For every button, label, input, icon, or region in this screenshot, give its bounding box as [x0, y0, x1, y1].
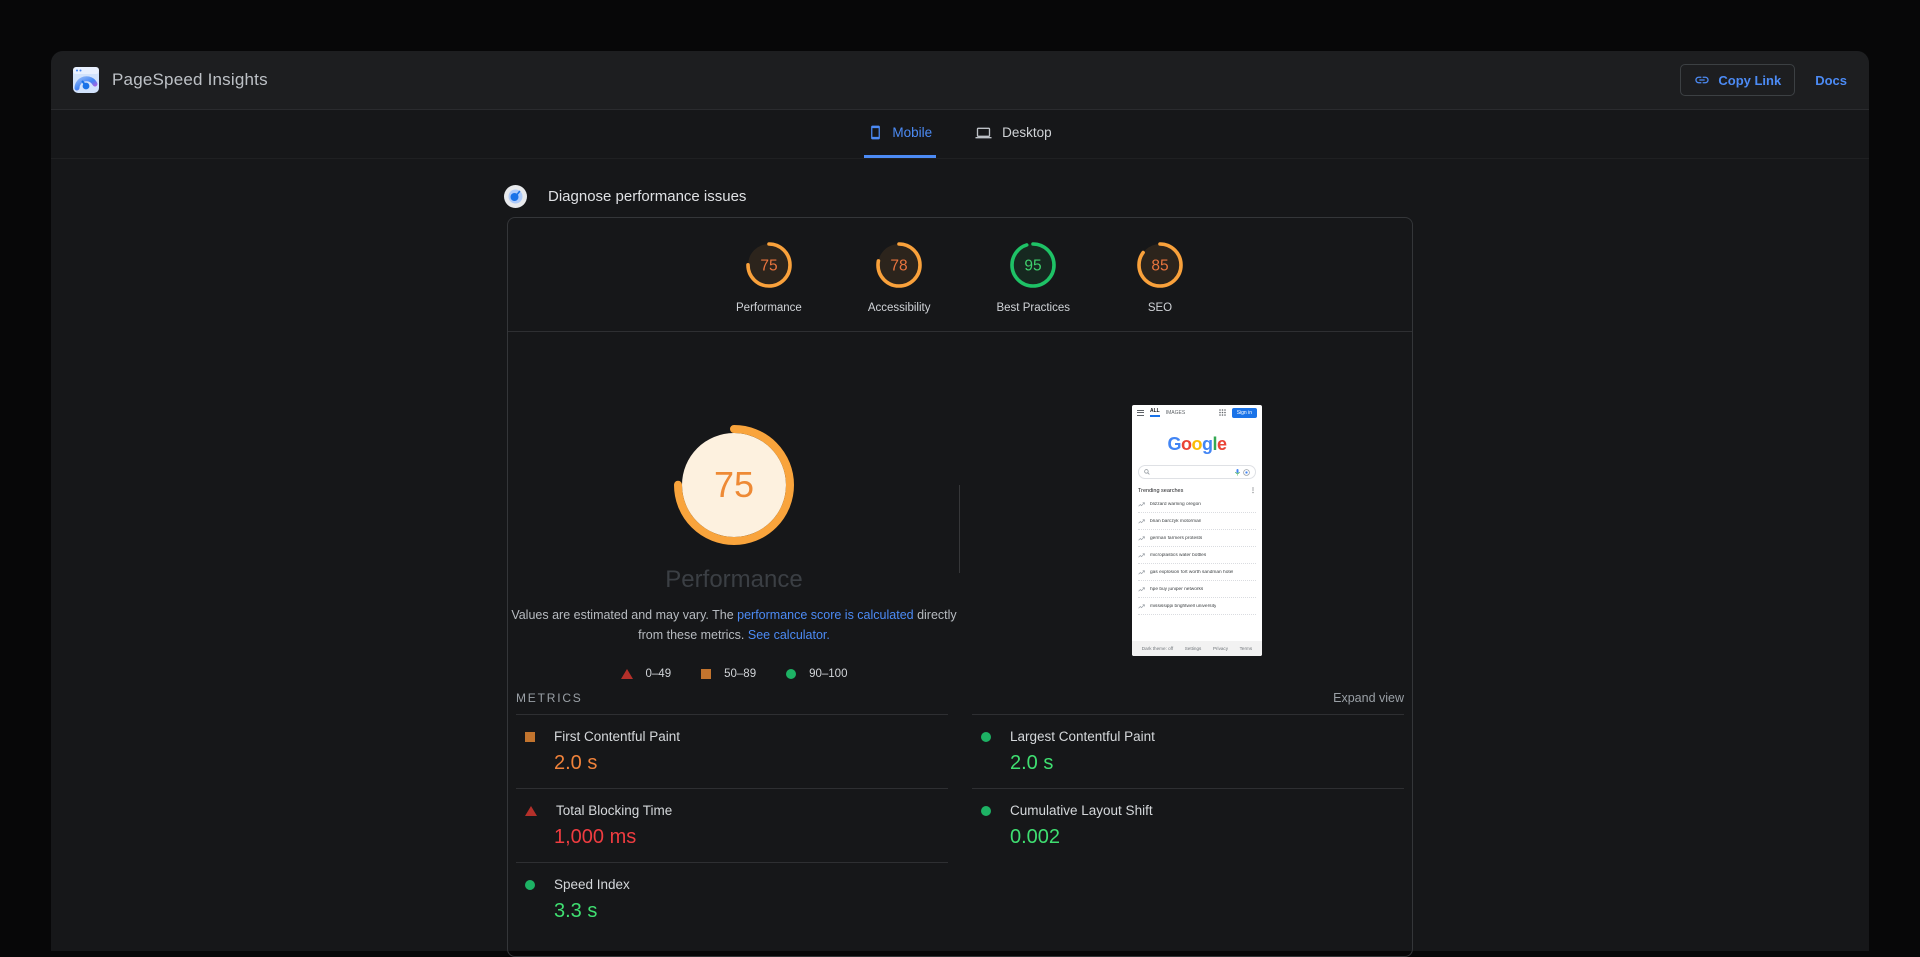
metric-value: 2.0 s: [554, 752, 598, 774]
gauge-label: Best Practices: [996, 302, 1070, 314]
overview-row: 75 Performance Values are estimated and …: [508, 332, 1412, 680]
lens-icon: [1243, 468, 1250, 476]
score-disclaimer: Values are estimated and may vary. The p…: [509, 606, 959, 645]
page-title: PageSpeed Insights: [112, 70, 268, 89]
circle-icon: [981, 805, 991, 816]
trending-heading-row: Trending searches ⋮: [1138, 487, 1256, 495]
mic-icon: [1235, 468, 1240, 475]
main-card: PageSpeed Insights Copy Link Docs Mobile…: [51, 51, 1869, 957]
metrics-column-right: Largest Contentful Paint 2.0 s Cumulativ…: [972, 714, 1404, 936]
metric-cumulative-layout-shift: Cumulative Layout Shift 0.002: [972, 789, 1404, 862]
metric-speed-index: Speed Index 3.3 s: [516, 863, 948, 936]
tab-desktop[interactable]: Desktop: [970, 110, 1056, 158]
legend-poor: 0–49: [620, 668, 671, 680]
google-logo: Google: [1167, 434, 1227, 454]
search-bar: [1138, 465, 1256, 479]
svg-text:75: 75: [714, 464, 754, 505]
metric-largest-contentful-paint: Largest Contentful Paint 2.0 s: [972, 715, 1404, 789]
score-calculation-link[interactable]: performance score is calculated: [737, 608, 914, 622]
trend-icon: [1138, 569, 1145, 574]
pagespeed-logo-icon: [73, 67, 99, 93]
docs-link[interactable]: Docs: [1815, 72, 1847, 88]
legend-good: 90–100: [786, 668, 847, 680]
trend-icon: [1138, 603, 1145, 608]
svg-text:75: 75: [760, 258, 777, 275]
performance-score-gauge: 75: [674, 425, 794, 545]
trending-row: blizzard warning oregon: [1138, 496, 1256, 513]
gauge-performance[interactable]: 75 Performance: [736, 241, 802, 314]
smartphone-icon: [871, 125, 881, 140]
gauge-seo[interactable]: 85 SEO: [1136, 241, 1184, 314]
triangle-icon: [525, 805, 537, 816]
page-screenshot-thumbnail[interactable]: ALL IMAGES Sign in Google: [1132, 405, 1262, 656]
device-tabs: Mobile Desktop: [51, 110, 1869, 159]
trending-row: gas explosion fort worth sandman hotel: [1138, 564, 1256, 581]
gauge-accessibility[interactable]: 78 Accessibility: [867, 241, 931, 314]
search-icon: [1144, 469, 1150, 475]
trend-icon: [1138, 552, 1145, 557]
metric-value: 1,000 ms: [554, 826, 637, 848]
diagnose-title: Diagnose performance issues: [548, 188, 747, 205]
apps-grid-icon: [1218, 409, 1226, 416]
gauge-label: SEO: [1147, 302, 1173, 314]
triangle-icon: [620, 669, 633, 679]
diagnose-section-header: Diagnose performance issues: [504, 185, 1869, 208]
metrics-section: METRICS Expand view First Contentful Pai…: [508, 691, 1412, 956]
metric-value: 3.3 s: [554, 900, 598, 922]
metrics-column-left: First Contentful Paint 2.0 s Total Block…: [516, 714, 948, 936]
trend-icon: [1138, 518, 1145, 523]
metric-value: 2.0 s: [1010, 752, 1054, 774]
metric-value: 0.002: [1010, 826, 1061, 848]
trend-icon: [1138, 535, 1145, 540]
category-gauges: 75 Performance 78 Accessibility 95 Best: [508, 218, 1412, 331]
menu-icon: [1137, 409, 1144, 416]
disclaimer-text: directly from these metrics.: [638, 608, 957, 642]
svg-text:78: 78: [891, 258, 908, 275]
copy-link-button[interactable]: Copy Link: [1680, 64, 1796, 96]
trending-row: german farmers protests: [1138, 530, 1256, 547]
trending-row: microplastics water bottles: [1138, 547, 1256, 564]
trending-row: mississippi brightwell university: [1138, 598, 1256, 615]
score-legend: 0–49 50–89 90–100: [620, 668, 847, 680]
link-icon: [1695, 76, 1710, 84]
panel-divider: [508, 331, 1412, 332]
expand-view-button[interactable]: Expand view: [1333, 691, 1404, 705]
vertical-divider: [959, 485, 960, 573]
performance-ghost-title: Performance: [665, 566, 803, 593]
trend-icon: [1138, 501, 1145, 506]
legend-average: 50–89: [701, 668, 756, 680]
metric-total-blocking-time: Total Blocking Time 1,000 ms: [516, 789, 948, 863]
circle-icon: [981, 731, 991, 742]
svg-text:95: 95: [1025, 258, 1042, 275]
copy-link-label: Copy Link: [1718, 72, 1782, 88]
square-icon: [701, 669, 712, 679]
trending-row: hpe buy juniper networks: [1138, 581, 1256, 598]
disclaimer-text: Values are estimated and may vary. The: [511, 608, 738, 622]
tab-mobile[interactable]: Mobile: [864, 110, 937, 158]
tab-mobile-label: Mobile: [892, 125, 933, 140]
metrics-heading: METRICS: [516, 691, 583, 705]
app-header: PageSpeed Insights Copy Link Docs: [51, 51, 1869, 110]
trend-icon: [1138, 586, 1145, 591]
svg-text:85: 85: [1151, 258, 1168, 275]
thumb-topbar: ALL IMAGES Sign in: [1132, 405, 1262, 420]
performance-summary: 75 Performance Values are estimated and …: [508, 332, 960, 680]
sign-in-button: Sign in: [1231, 407, 1257, 418]
gauge-best-practices[interactable]: 95 Best Practices: [996, 241, 1070, 314]
lighthouse-gauge-icon: [504, 185, 527, 208]
circle-icon: [525, 879, 535, 890]
screenshot-column: ALL IMAGES Sign in Google: [960, 332, 1412, 680]
gauge-label: Performance: [736, 302, 802, 314]
see-calculator-link[interactable]: See calculator.: [747, 627, 830, 642]
more-options-icon: ⋮: [1250, 488, 1256, 494]
circle-icon: [786, 669, 797, 679]
tab-desktop-label: Desktop: [1002, 125, 1052, 140]
thumb-footer: Dark theme: off Settings Privacy Terms: [1132, 641, 1262, 656]
metric-first-contentful-paint: First Contentful Paint 2.0 s: [516, 715, 948, 789]
gauge-label: Accessibility: [867, 302, 931, 314]
report-panel: 75 Performance 78 Accessibility 95 Best: [507, 217, 1413, 957]
trending-row: brian barczyk motorman: [1138, 513, 1256, 530]
laptop-icon: [975, 127, 992, 138]
square-icon: [525, 731, 535, 742]
